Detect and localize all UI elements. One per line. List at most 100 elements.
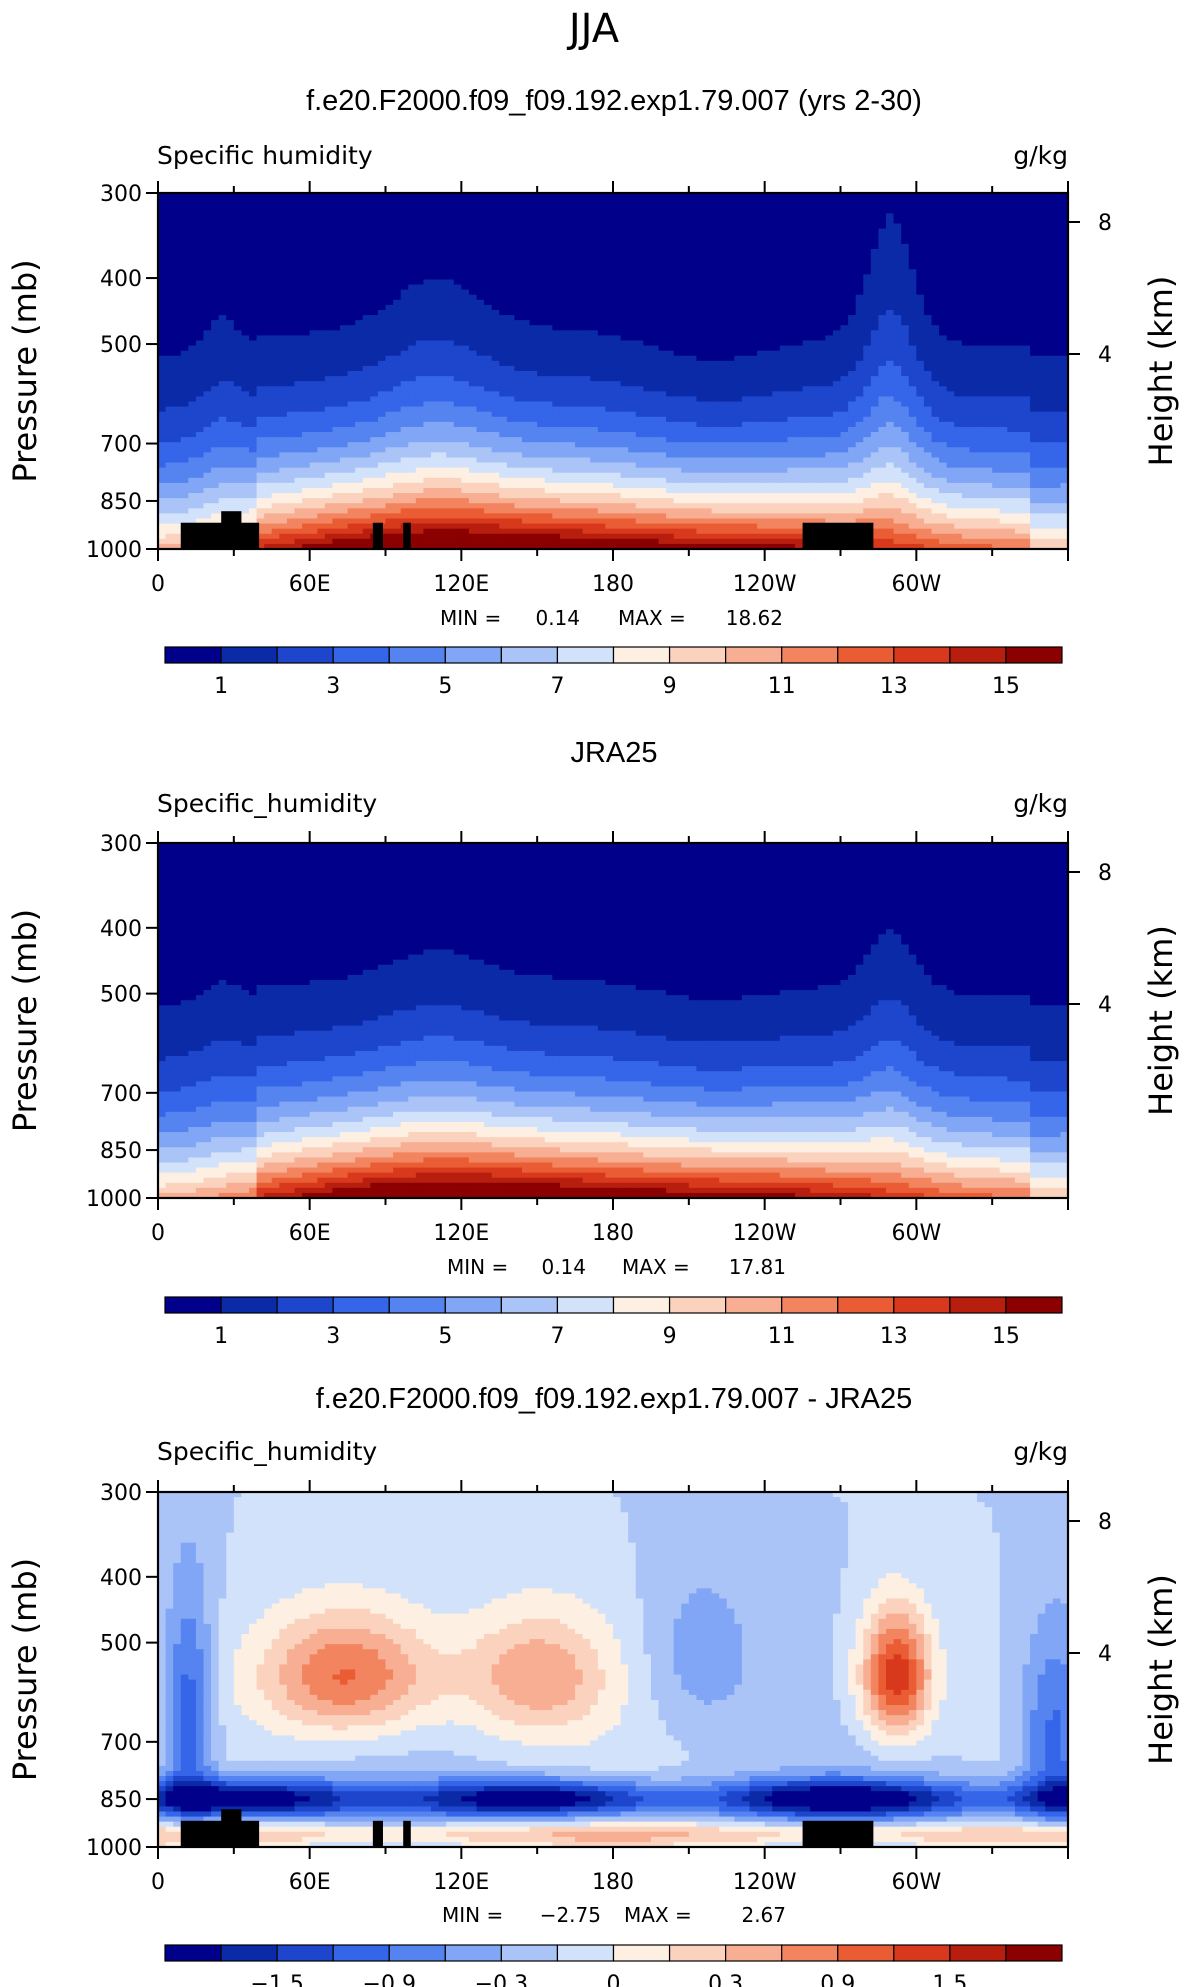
- contour-cell: [666, 259, 675, 265]
- contour-cell: [764, 396, 773, 403]
- contour-cell: [923, 330, 933, 336]
- contour-cell: [552, 274, 561, 281]
- contour-cell: [491, 289, 500, 296]
- contour-cell: [195, 284, 205, 291]
- contour-cell: [1052, 320, 1062, 326]
- contour-cell: [195, 259, 205, 265]
- contour-cell: [415, 243, 425, 250]
- contour-cell: [302, 365, 311, 372]
- contour-cell: [233, 386, 243, 392]
- contour-cell: [165, 376, 174, 382]
- contour-cell: [620, 371, 629, 377]
- contour-cell: [324, 284, 334, 291]
- contour-cell: [635, 198, 644, 204]
- contour-cell: [711, 360, 720, 367]
- contour-cell: [1030, 325, 1039, 331]
- contour-cell: [340, 243, 349, 250]
- contour-cell: [233, 294, 243, 301]
- contour-cell: [233, 193, 243, 199]
- contour-cell: [264, 299, 273, 306]
- contour-cell: [848, 335, 857, 342]
- contour-cell: [362, 371, 371, 377]
- contour-cell: [362, 279, 371, 286]
- contour-cell: [923, 218, 933, 225]
- contour-cell: [855, 218, 864, 225]
- contour-cell: [893, 371, 902, 377]
- contour-cell: [749, 223, 758, 230]
- contour-cell: [977, 203, 986, 209]
- contour-cell: [165, 193, 174, 199]
- contour-cell: [567, 223, 576, 230]
- contour-cell: [605, 198, 614, 204]
- contour-cell: [590, 309, 599, 316]
- contour-cell: [1007, 228, 1016, 235]
- contour-cell: [817, 264, 826, 270]
- contour-cell: [165, 299, 174, 306]
- contour-cell: [1007, 203, 1016, 209]
- contour-cell: [514, 345, 523, 352]
- contour-cell: [908, 335, 917, 342]
- contour-cell: [810, 208, 819, 214]
- contour-cell: [249, 381, 258, 387]
- contour-cell: [415, 345, 425, 352]
- contour-cell: [1037, 248, 1046, 255]
- contour-cell: [992, 315, 1001, 321]
- contour-cell: [870, 376, 880, 382]
- contour-cell: [749, 248, 758, 255]
- contour-cell: [658, 269, 667, 275]
- contour-cell: [377, 193, 387, 199]
- contour-cell: [848, 376, 857, 382]
- contour-cell: [1030, 243, 1039, 250]
- contour-cell: [317, 294, 326, 301]
- contour-cell: [886, 330, 895, 336]
- contour-cell: [969, 381, 978, 387]
- contour-cell: [158, 309, 167, 316]
- contour-cell: [1007, 213, 1016, 220]
- contour-cell: [173, 238, 182, 245]
- contour-cell: [635, 223, 644, 230]
- contour-cell: [347, 325, 356, 331]
- contour-cell: [302, 386, 311, 392]
- contour-cell: [355, 228, 364, 235]
- contour-cell: [491, 208, 500, 214]
- contour-cell: [620, 238, 629, 245]
- contour-cell: [961, 259, 971, 265]
- contour-cell: [696, 254, 705, 260]
- contour-cell: [931, 299, 940, 306]
- contour-cell: [992, 248, 1001, 255]
- contour-cell: [1060, 396, 1069, 403]
- contour-cell: [946, 289, 955, 296]
- contour-cell: [408, 289, 417, 296]
- contour-cell: [1030, 294, 1039, 301]
- contour-cell: [567, 315, 576, 321]
- contour-cell: [385, 289, 394, 296]
- contour-cell: [1022, 365, 1031, 372]
- contour-cell: [825, 259, 834, 265]
- contour-cell: [848, 223, 857, 230]
- contour-cell: [302, 335, 311, 342]
- contour-cell: [939, 340, 948, 347]
- contour-cell: [961, 381, 971, 387]
- contour-cell: [370, 284, 379, 291]
- contour-cell: [650, 259, 660, 265]
- contour-cell: [757, 391, 766, 398]
- contour-cell: [848, 248, 857, 255]
- contour-cell: [787, 391, 796, 398]
- contour-cell: [309, 213, 318, 220]
- contour-cell: [393, 371, 402, 377]
- contour-cell: [567, 335, 576, 342]
- contour-cell: [658, 360, 667, 367]
- contour-cell: [370, 391, 379, 398]
- contour-cell: [719, 309, 728, 316]
- contour-cell: [514, 325, 523, 331]
- contour-cell: [817, 208, 826, 214]
- contour-cell: [597, 340, 607, 347]
- contour-cell: [795, 330, 804, 336]
- contour-cell: [165, 223, 174, 230]
- contour-cell: [264, 365, 273, 372]
- contour-cell: [1014, 213, 1024, 220]
- contour-cell: [650, 274, 660, 281]
- contour-cell: [499, 381, 508, 387]
- contour-cell: [863, 386, 872, 392]
- contour-cell: [772, 248, 781, 255]
